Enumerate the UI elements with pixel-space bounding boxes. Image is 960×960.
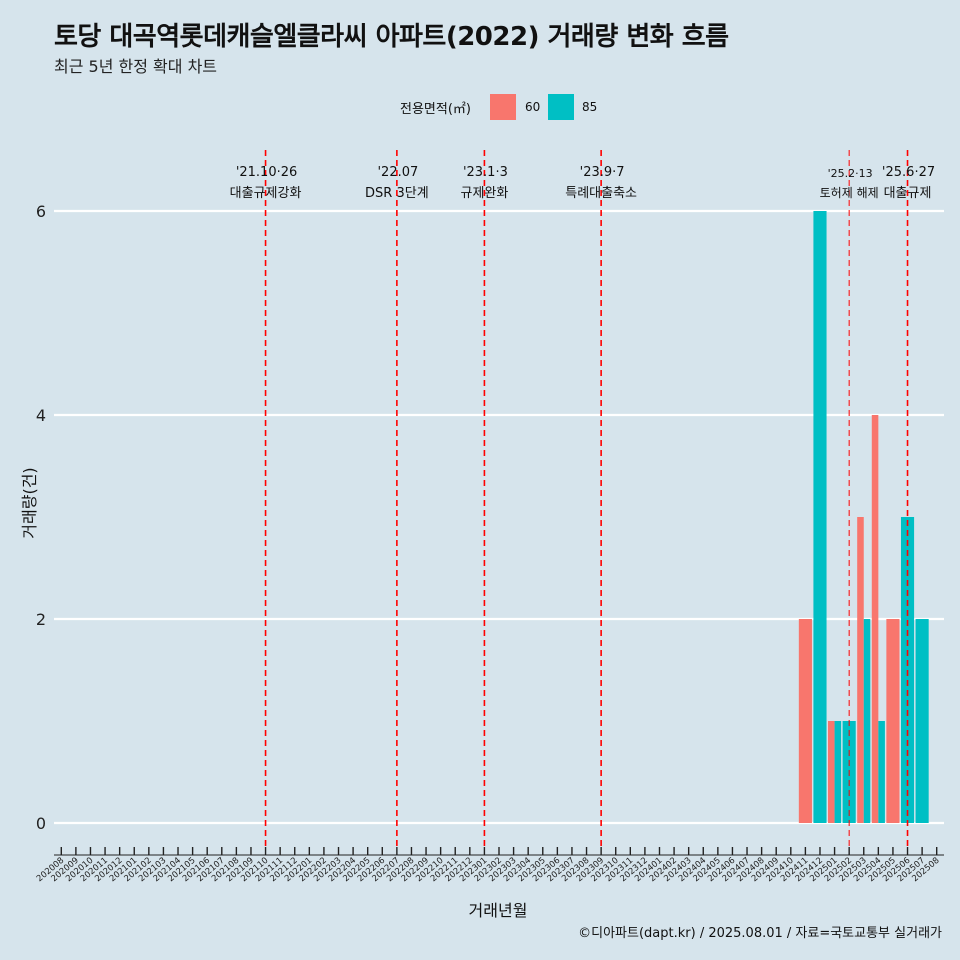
legend-label-85: 85 xyxy=(582,100,598,114)
bar-202501-85 xyxy=(834,721,842,823)
chart-title: 토당 대곡역롯데캐슬엘클라씨 아파트(2022) 거래량 변화 흐름 xyxy=(54,22,729,52)
source-caption: ©디아파트(dapt.kr) / 2025.08.01 / 자료=국토교통부 실… xyxy=(578,926,942,941)
chart-subtitle: 최근 5년 한정 확대 차트 xyxy=(54,57,218,76)
event-label-202207: DSR 3단계 xyxy=(365,186,429,201)
event-date-202309: '23.9·7 xyxy=(580,165,625,180)
event-date-202110: '21.10·26 xyxy=(236,165,297,180)
y-axis-label: 거래량(건) xyxy=(20,467,39,539)
bar-202503-85 xyxy=(863,619,871,823)
bar-202507-85 xyxy=(915,619,929,823)
y-tick-label-2: 2 xyxy=(36,610,46,629)
legend-swatch-85 xyxy=(548,94,574,120)
bar-202412-85 xyxy=(813,211,827,823)
legend-title: 전용면적(㎡) xyxy=(400,102,471,117)
y-tick-label-4: 4 xyxy=(36,406,46,425)
event-label-202301: 규제완화 xyxy=(460,186,508,201)
bar-202504-85 xyxy=(878,721,885,823)
legend: 전용면적(㎡) 60 85 xyxy=(0,94,960,120)
legend-label-60: 60 xyxy=(525,100,541,114)
event-date-202506: '25.6·27 xyxy=(882,165,935,180)
bar-202504-60 xyxy=(871,415,879,823)
event-date-202207: '22.07 xyxy=(377,165,418,180)
event-label-202502: 토허제 해제 xyxy=(820,186,879,200)
event-date-202301: '23.1·3 xyxy=(463,165,508,180)
event-date-202502: '25.2·13 xyxy=(828,167,873,180)
event-label-202309: 특례대출축소 xyxy=(565,186,637,201)
bar-202505-60 xyxy=(886,619,900,823)
bar-202501-60 xyxy=(828,721,835,823)
x-axis-label: 거래년월 xyxy=(468,901,528,920)
y-tick-label-6: 6 xyxy=(36,202,46,221)
event-label-202506: 대출규제 xyxy=(884,186,932,201)
y-tick-label-0: 0 xyxy=(36,814,46,833)
bar-202411-60 xyxy=(798,619,812,823)
legend-swatch-60 xyxy=(490,94,516,120)
bar-202503-60 xyxy=(857,517,864,823)
event-label-202110: 대출규제강화 xyxy=(230,186,302,201)
